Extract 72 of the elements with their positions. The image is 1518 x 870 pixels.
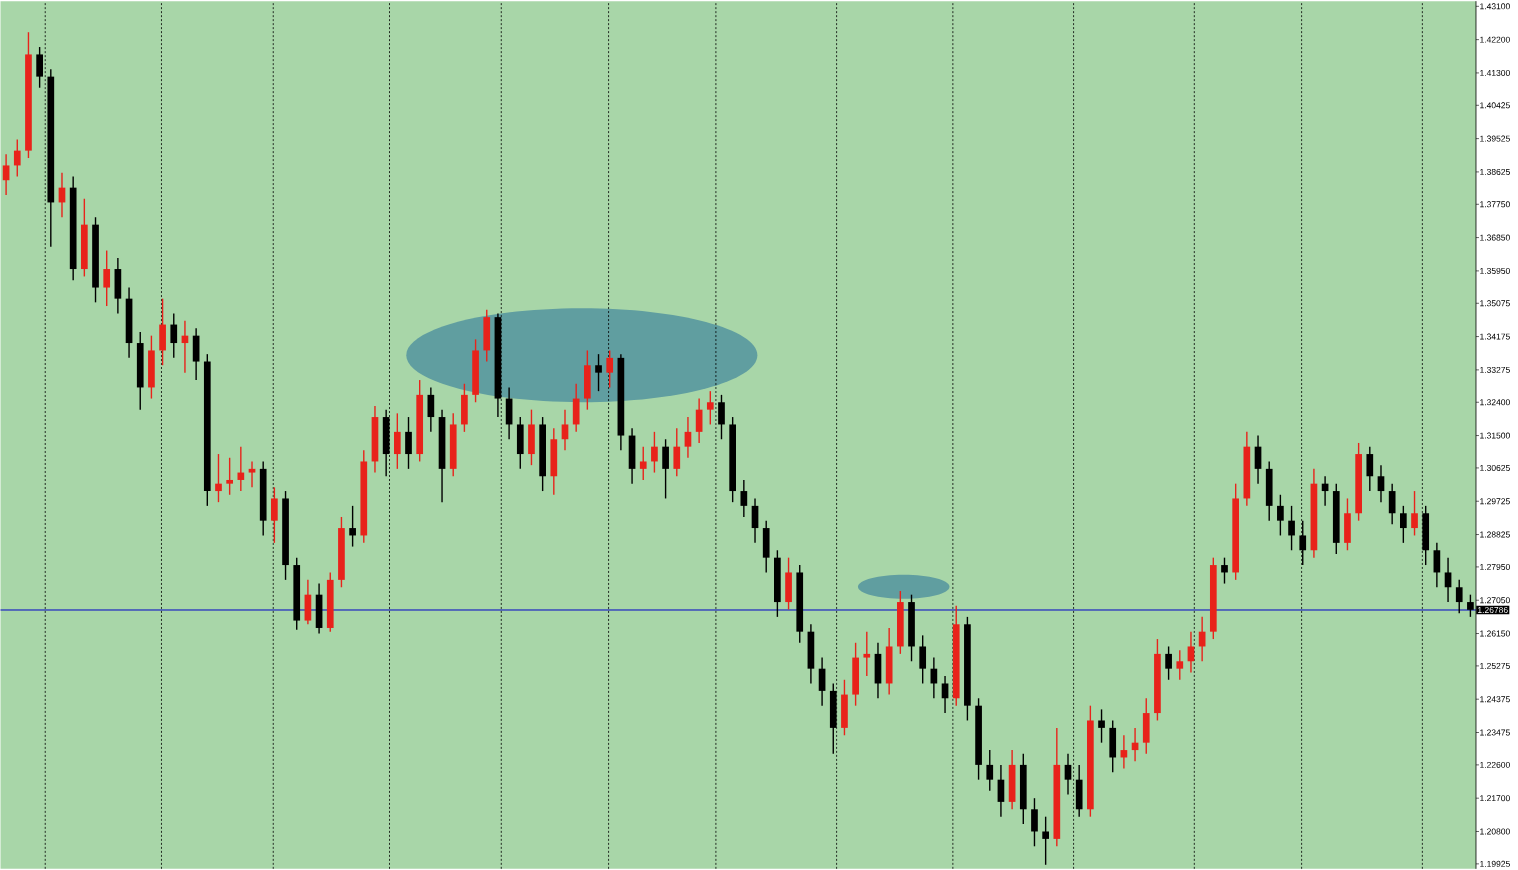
y-tick-label: 1.41300	[1480, 69, 1510, 76]
y-tick-label: 1.35950	[1480, 267, 1510, 274]
y-tick-label: 1.37750	[1480, 201, 1510, 208]
y-tick-label: 1.27050	[1480, 597, 1510, 604]
candlestick	[639, 445, 647, 481]
y-tick-label: 1.39525	[1480, 135, 1510, 142]
y-tick-label: 1.21700	[1480, 795, 1510, 802]
candlestick	[606, 349, 614, 389]
candlestick	[293, 556, 301, 631]
candlestick	[1087, 704, 1094, 818]
y-tick-label: 1.19925	[1480, 860, 1510, 867]
y-tick-label: 1.34175	[1480, 333, 1510, 340]
candlestick	[36, 46, 43, 89]
y-tick-label: 1.29725	[1480, 498, 1510, 505]
y-tick-label: 1.33275	[1480, 366, 1510, 373]
candlestick	[986, 749, 994, 792]
y-tick-label: 1.26150	[1480, 630, 1510, 637]
y-tick-label: 1.22600	[1480, 761, 1510, 768]
candlestick	[1209, 556, 1217, 640]
candlestick	[1176, 649, 1184, 681]
candlestick	[584, 349, 591, 411]
candlestick	[729, 416, 737, 503]
candlestick	[1399, 505, 1407, 544]
candlestick	[1455, 579, 1463, 614]
y-tick-label: 1.27950	[1480, 563, 1510, 570]
candlestick	[1165, 645, 1172, 681]
y-tick-label: 1.43100	[1480, 3, 1510, 10]
candlestick	[852, 641, 859, 707]
candlestick	[103, 249, 111, 307]
candlestick	[595, 353, 602, 392]
y-tick-label: 1.42200	[1480, 36, 1510, 43]
candlestick	[25, 31, 32, 159]
candlestick	[1042, 815, 1049, 866]
y-tick-label: 1.28825	[1480, 531, 1510, 538]
candlestick	[1265, 460, 1273, 522]
y-tick-label: 1.32400	[1480, 399, 1510, 406]
candlestick	[92, 216, 99, 303]
candlestick	[449, 412, 457, 477]
ref-line-label: 1.26786	[1478, 606, 1508, 613]
y-tick-label: 1.24375	[1480, 696, 1510, 703]
y-tick-label: 1.20800	[1480, 828, 1510, 835]
candlestick	[964, 616, 971, 722]
y-tick-label: 1.31500	[1480, 432, 1510, 439]
candlestick	[1411, 490, 1418, 537]
y-tick-label: 1.35075	[1480, 300, 1510, 307]
candlestick	[338, 516, 345, 588]
candlestick	[226, 456, 234, 496]
candlestick	[1098, 708, 1105, 744]
candlestick	[539, 416, 546, 492]
y-tick-label: 1.38625	[1480, 168, 1510, 175]
y-tick-label: 1.30625	[1480, 464, 1510, 471]
candlestick	[516, 416, 524, 470]
candlestick	[785, 556, 792, 611]
candlestick	[472, 338, 479, 403]
candlestick	[360, 449, 368, 544]
candlestick	[282, 490, 289, 581]
candlestick	[1142, 697, 1150, 755]
y-tick-label: 1.25275	[1480, 662, 1510, 669]
candlestick	[271, 486, 278, 544]
candlestick	[148, 334, 155, 400]
y-tick-label: 1.23475	[1480, 729, 1510, 736]
candlestick	[706, 390, 714, 426]
candlestick	[919, 634, 927, 685]
y-tick-label: 1.36850	[1480, 234, 1510, 241]
y-tick-label: 1.40425	[1480, 102, 1510, 109]
candlestick	[1344, 497, 1351, 551]
candlestick	[863, 630, 871, 677]
candlestick	[1232, 482, 1240, 581]
candlestick	[1332, 482, 1340, 555]
candlestick	[796, 564, 804, 644]
candlestick	[1277, 493, 1284, 537]
candlestick	[528, 408, 535, 466]
